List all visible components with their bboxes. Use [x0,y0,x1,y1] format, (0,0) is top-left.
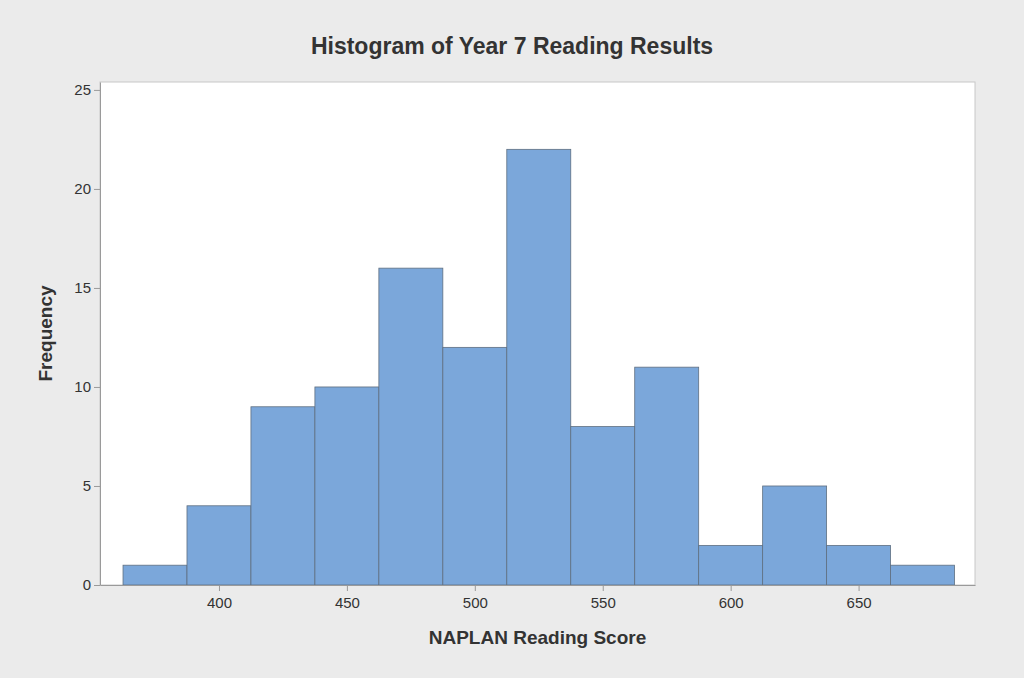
x-tick-mark [603,585,604,591]
x-axis-title: NAPLAN Reading Score [429,627,646,648]
bars [123,149,955,585]
y-tick-mark [94,90,100,91]
x-tick-mark [475,585,476,591]
y-tick-label: 15 [74,279,91,296]
y-tick-label: 5 [83,477,91,494]
x-tick-label: 600 [719,594,744,611]
plot-frame [100,82,975,585]
y-tick: 20 [74,180,100,197]
y-tick-mark [94,189,100,190]
bar [635,367,699,585]
y-tick: 0 [83,576,100,593]
x-tick: 600 [719,585,744,611]
chart: 400 450 500 550 600 650 0 5 10 15 20 25 Histogram of… [0,0,1024,678]
y-tick: 15 [74,279,100,296]
title: Histogram of Year 7 Reading Results [311,33,713,59]
bar [251,407,315,585]
y-tick-label: 25 [74,81,91,98]
y-axis-line [100,83,101,586]
y-tick-label: 0 [83,576,91,593]
x-tick: 500 [463,585,488,611]
x-tick: 400 [207,585,232,611]
bar [443,347,507,585]
bar [827,545,891,585]
bar [187,506,251,585]
y-tick-mark [94,585,100,586]
y-tick-mark [94,288,100,289]
x-tick-label: 650 [847,594,872,611]
y-axis: 0 5 10 15 20 25 [74,81,100,593]
y-tick: 25 [74,81,100,98]
y-tick: 5 [83,477,100,494]
bar [123,565,187,585]
bar [315,387,379,585]
x-tick-mark [219,585,220,591]
x-tick-mark [731,585,732,591]
bar [763,486,827,585]
y-tick: 10 [74,378,100,395]
y-tick-mark [94,486,100,487]
x-axis-line [101,585,976,586]
x-axis: 400 450 500 550 600 650 [101,585,976,611]
x-tick: 550 [591,585,616,611]
x-tick-label: 400 [207,594,232,611]
x-tick-label: 550 [591,594,616,611]
y-axis-title: Frequency [35,285,56,382]
y-tick-mark [94,387,100,388]
y-tick-label: 20 [74,180,91,197]
x-tick-mark [859,585,860,591]
x-tick-label: 500 [463,594,488,611]
bar [379,268,443,585]
background [0,0,1024,678]
bar [571,427,635,585]
bar [699,545,763,585]
y-tick-label: 10 [74,378,91,395]
x-tick-label: 450 [335,594,360,611]
x-tick-mark [347,585,348,591]
x-tick: 450 [335,585,360,611]
x-tick: 650 [847,585,872,611]
bar [891,565,955,585]
bar [507,149,571,585]
